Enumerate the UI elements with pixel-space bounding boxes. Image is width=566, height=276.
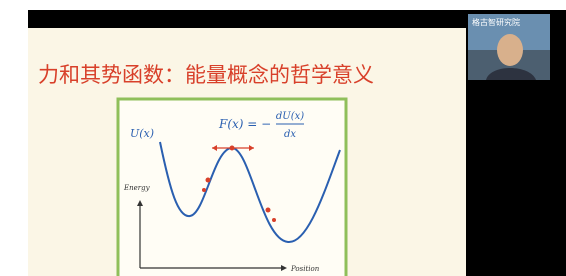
formula-denominator: dx bbox=[284, 129, 296, 140]
face bbox=[497, 34, 523, 66]
ball bbox=[206, 178, 211, 183]
ball bbox=[202, 188, 206, 192]
ball bbox=[266, 208, 271, 213]
watermark: 格古智研究院 bbox=[472, 17, 520, 27]
webcam: 格古智研究院 bbox=[468, 14, 550, 80]
formula-lhs: F(x) = − bbox=[218, 117, 271, 131]
ball bbox=[272, 218, 276, 222]
ball bbox=[230, 146, 235, 151]
potential-label: U(x) bbox=[130, 127, 154, 140]
y-axis-label: Energy bbox=[123, 184, 151, 192]
slide-title: 力和其势函数：能量概念的哲学意义 bbox=[38, 63, 374, 87]
screenshot: 力和其势函数：能量概念的哲学意义 U(x) F(x) = − dU(x) dx … bbox=[0, 0, 566, 276]
x-axis-label: Position bbox=[290, 265, 320, 273]
page: {"slide": {"title": "力和其势函数：能量概念的哲学意义", … bbox=[0, 0, 566, 276]
formula-numerator: dU(x) bbox=[276, 111, 304, 122]
